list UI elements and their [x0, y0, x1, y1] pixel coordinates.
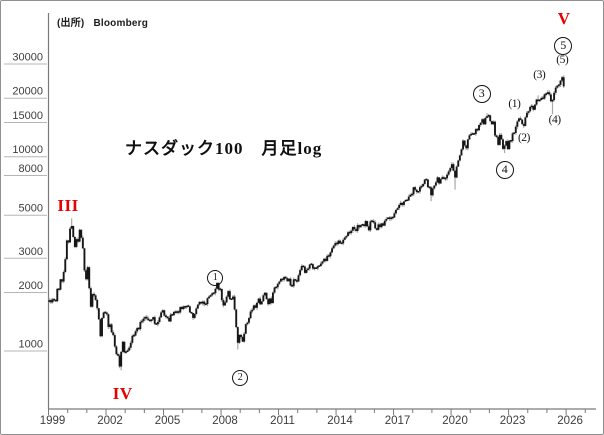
x-tick-label: 1999: [40, 415, 66, 427]
y-tick-label: 3000: [19, 246, 43, 258]
x-tick-label: 2014: [327, 415, 353, 427]
x-tick-label: 2008: [212, 415, 238, 427]
x-tick-label: 2011: [270, 415, 295, 427]
x-tick-label: 2005: [155, 415, 181, 427]
x-tick-label: 2026: [557, 415, 583, 427]
y-tick-label: 2000: [19, 280, 43, 292]
x-tick-label: 2002: [97, 415, 123, 427]
y-tick-label: 20000: [12, 86, 43, 98]
y-tick-label: 8000: [19, 163, 43, 175]
x-tick-label: 2017: [385, 415, 411, 427]
x-tick-label: 2023: [500, 415, 526, 427]
source-prefix: (出所): [57, 18, 85, 29]
y-tick-label: 1000: [19, 339, 43, 351]
y-tick-label: 5000: [19, 203, 43, 215]
source-label: (出所) Bloomberg: [57, 14, 148, 29]
y-tick-label: 10000: [12, 144, 43, 156]
x-tick-label: 2020: [442, 415, 468, 427]
source-name: Bloomberg: [93, 18, 149, 29]
y-tick-label: 30000: [12, 51, 43, 63]
y-tick-label: 15000: [12, 110, 43, 122]
chart-title: ナスダック100 月足log: [125, 139, 323, 158]
